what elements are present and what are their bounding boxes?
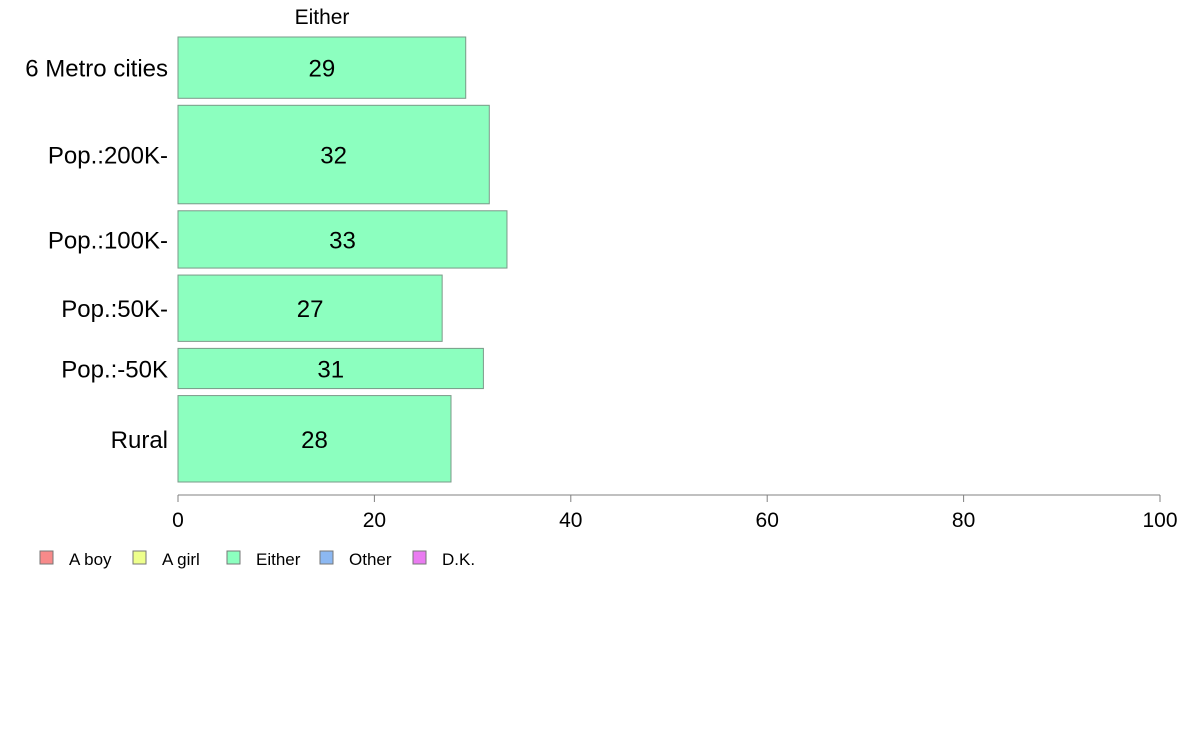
- bar-group: 27: [177, 274, 443, 342]
- bar-value-label: 32: [320, 143, 347, 170]
- legend-swatch: [319, 550, 334, 565]
- x-tick-label: 20: [363, 509, 386, 532]
- bar: [177, 274, 443, 342]
- chart-title: Either: [295, 6, 350, 29]
- legend-item: A boy: [39, 550, 112, 569]
- legend-label: Other: [349, 550, 392, 569]
- legend-label: A boy: [69, 550, 112, 569]
- legend: A boy A girl Either Other D.K.: [39, 550, 475, 569]
- x-tick-label: 60: [756, 509, 779, 532]
- legend-label: Either: [256, 550, 301, 569]
- legend-item: Other: [319, 550, 392, 569]
- legend-item: Either: [226, 550, 301, 569]
- x-tick-label: 100: [1142, 509, 1177, 532]
- category-label: Rural: [111, 427, 168, 454]
- legend-swatch: [39, 550, 54, 565]
- legend-swatch: [226, 550, 241, 565]
- legend-label: D.K.: [442, 550, 475, 569]
- x-tick-label: 40: [559, 509, 582, 532]
- x-tick-label: 0: [172, 509, 184, 532]
- category-label: Pop.:50K-: [61, 296, 168, 323]
- category-label: Pop.:-50K: [61, 356, 168, 383]
- bar-group: 28: [177, 395, 452, 483]
- bar-value-label: 27: [297, 296, 324, 323]
- legend-item: D.K.: [412, 550, 475, 569]
- bar-group: 33: [177, 210, 508, 269]
- bar-group: 32: [177, 104, 490, 205]
- bar: [177, 395, 452, 483]
- bar: [177, 36, 467, 99]
- bar-value-label: 28: [301, 427, 328, 454]
- bar: [177, 210, 508, 269]
- bar: [177, 347, 484, 390]
- category-label: Pop.:200K-: [48, 143, 168, 170]
- bar-value-label: 29: [309, 56, 336, 83]
- bar-group: 31: [177, 347, 484, 390]
- legend-label: A girl: [162, 550, 200, 569]
- legend-swatch: [412, 550, 427, 565]
- category-label: 6 Metro cities: [25, 56, 168, 83]
- x-axis: 0 20 40 60 80 100: [172, 494, 1178, 532]
- category-label: Pop.:100K-: [48, 227, 168, 254]
- x-tick-label: 80: [952, 509, 975, 532]
- bar-group: 29: [177, 36, 467, 99]
- bar: [177, 104, 490, 205]
- bars-layer: 29 6 Metro cities 32 Pop.:200K- 33 Pop.:100K-…: [25, 36, 508, 483]
- legend-item: A girl: [132, 550, 200, 569]
- bar-value-label: 31: [317, 356, 344, 383]
- bar-value-label: 33: [329, 227, 356, 254]
- legend-swatch: [132, 550, 147, 565]
